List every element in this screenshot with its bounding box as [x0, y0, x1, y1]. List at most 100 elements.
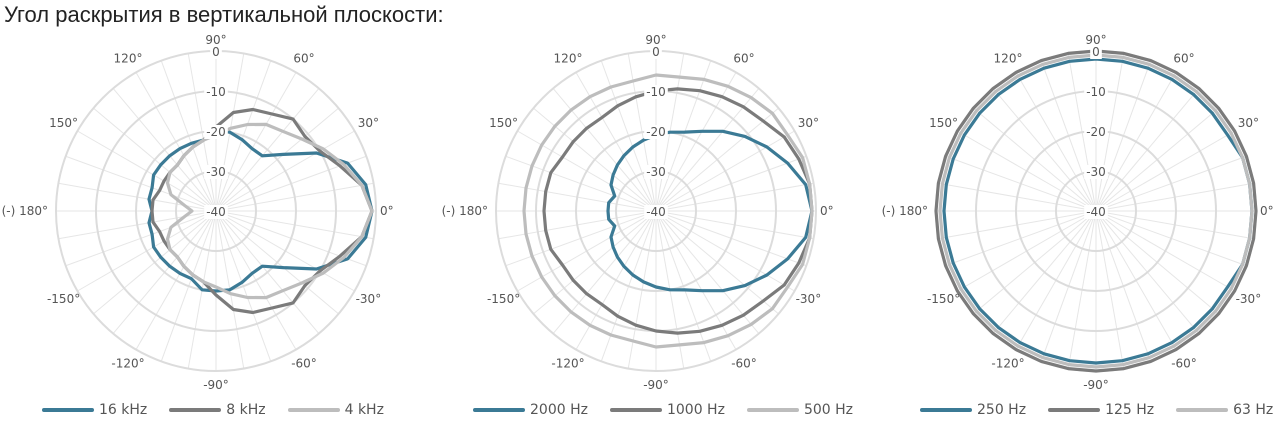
series-line-1: [942, 57, 1254, 365]
legend-label: 4 kHz: [344, 402, 384, 418]
radial-tick-label: -30: [1086, 165, 1106, 179]
polar-plot: 0 -10 -20 -30 -40 0° 30° 60° 90° 120° 150° (-) 180°…: [882, 33, 1274, 392]
radial-tick-label: -40: [206, 205, 226, 219]
legend-label: 1000 Hz: [666, 402, 725, 418]
angle-tick-label: 60°: [733, 52, 754, 66]
angle-tick-label: 60°: [293, 52, 314, 66]
angle-tick-label: -60°: [1171, 356, 1197, 370]
chart-legend: 250 Hz 125 Hz 63 Hz: [920, 402, 1273, 418]
angle-tick-label: 0°: [820, 204, 834, 218]
legend-label: 16 kHz: [99, 402, 148, 418]
polar-chart-lf: 0 -10 -20 -30 -40 0° 30° 60° 90° 120° 150° (-) 180°…: [880, 0, 1285, 427]
polar-plot: 0 -10 -20 -30 -40 0° 30° 60° 90° 120° 150° (-) 180°…: [2, 33, 394, 392]
angle-tick-label: -90°: [643, 378, 669, 392]
legend-item: 2000 Hz: [473, 402, 588, 418]
angle-tick-label: (-) 180°: [442, 204, 488, 218]
angle-tick-label: (-) 180°: [2, 204, 48, 218]
angle-tick-label: -30°: [356, 292, 382, 306]
legend-swatch: [609, 408, 662, 412]
series-line-2: [150, 107, 374, 315]
series-line-3: [165, 122, 374, 300]
legend-swatch: [42, 408, 94, 412]
tick-label-bg: [1084, 205, 1108, 219]
angle-tick-label: 30°: [798, 116, 819, 130]
angle-tick-label: 30°: [1238, 116, 1259, 130]
angle-tick-label: 60°: [1173, 52, 1194, 66]
tick-label-bg: [644, 205, 668, 219]
tick-label-bg: [204, 205, 228, 219]
angle-tick-label: 150°: [49, 116, 78, 130]
legend-item: 16 kHz: [42, 402, 147, 418]
angle-tick-label: 90°: [645, 33, 666, 47]
tick-label-bg: [1084, 125, 1108, 139]
legend-item: 125 Hz: [1048, 402, 1154, 418]
angle-tick-label: 150°: [929, 116, 958, 130]
angle-tick-label: -90°: [1083, 378, 1109, 392]
tick-label-bg: [204, 125, 228, 139]
series-line-2: [542, 87, 814, 335]
angle-tick-label: 0°: [1260, 204, 1274, 218]
tick-label-bg: [650, 45, 662, 59]
series-line-3: [938, 53, 1254, 369]
legend-swatch: [473, 408, 525, 412]
legend-item: 250 Hz: [920, 402, 1026, 418]
angle-tick-label: -60°: [731, 356, 757, 370]
legend-swatch: [287, 408, 340, 412]
legend-item: 4 kHz: [287, 402, 384, 418]
polar-chart-mf: 0 -10 -20 -30 -40 0° 30° 60° 90° 120° 150° (-) 180°…: [440, 0, 880, 427]
angle-tick-label: (-) 180°: [882, 204, 928, 218]
legend-label: 63 Hz: [1233, 402, 1274, 418]
radial-tick-label: -40: [646, 205, 666, 219]
tick-label-bg: [1084, 85, 1108, 99]
radial-tick-label: -40: [1086, 205, 1106, 219]
legend-label: 2000 Hz: [530, 402, 588, 418]
angle-tick-label: -60°: [291, 356, 317, 370]
angle-tick-label: -150°: [47, 292, 80, 306]
angle-tick-label: 150°: [489, 116, 518, 130]
chart-legend: 2000 Hz 1000 Hz 500 Hz: [473, 402, 853, 418]
angle-tick-label: 90°: [1085, 33, 1106, 47]
angle-tick-label: 0°: [380, 204, 394, 218]
radial-tick-label: 0: [212, 45, 220, 59]
tick-label-bg: [644, 85, 668, 99]
angle-tick-label: 120°: [994, 52, 1023, 66]
legend-item: 63 Hz: [1176, 402, 1273, 418]
angle-tick-label: -120°: [551, 356, 584, 370]
radial-tick-label: -10: [206, 85, 226, 99]
legend-item: 500 Hz: [746, 402, 853, 418]
angle-tick-label: 120°: [554, 52, 583, 66]
radial-tick-label: -20: [646, 125, 666, 139]
page-title: Угол раскрытия в вертикальной плоскости:: [4, 2, 444, 27]
angle-tick-label: 30°: [358, 116, 379, 130]
chart-legend: 16 kHz 8 kHz 4 kHz: [42, 402, 384, 418]
legend-item: 8 kHz: [169, 402, 266, 418]
tick-label-bg: [1090, 45, 1102, 59]
radial-tick-label: -30: [646, 165, 666, 179]
angle-tick-label: -30°: [1236, 292, 1262, 306]
radial-tick-label: -20: [1086, 125, 1106, 139]
legend-swatch: [920, 408, 972, 412]
tick-label-bg: [204, 85, 228, 99]
series-line-1: [606, 129, 814, 293]
radial-tick-label: -10: [1086, 85, 1106, 99]
radial-tick-label: -20: [206, 125, 226, 139]
polar-plot: 0 -10 -20 -30 -40 0° 30° 60° 90° 120° 150° (-) 180°…: [442, 33, 834, 392]
tick-label-bg: [1084, 165, 1108, 179]
tick-label-bg: [644, 125, 668, 139]
series-line-2: [934, 49, 1258, 373]
tick-label-bg: [644, 165, 668, 179]
legend-swatch: [169, 408, 222, 412]
legend-label: 125 Hz: [1105, 402, 1155, 418]
angle-tick-label: -30°: [796, 292, 822, 306]
legend-label: 8 kHz: [226, 402, 266, 418]
angle-tick-label: 90°: [205, 33, 226, 47]
angle-tick-label: -120°: [991, 356, 1024, 370]
legend-label: 250 Hz: [977, 402, 1027, 418]
legend-swatch: [746, 408, 799, 412]
tick-label-bg: [210, 45, 222, 59]
angle-tick-label: 120°: [114, 52, 143, 66]
radial-tick-label: 0: [652, 45, 660, 59]
legend-label: 500 Hz: [803, 402, 853, 418]
legend-swatch: [1176, 408, 1229, 412]
angle-tick-label: -150°: [927, 292, 960, 306]
